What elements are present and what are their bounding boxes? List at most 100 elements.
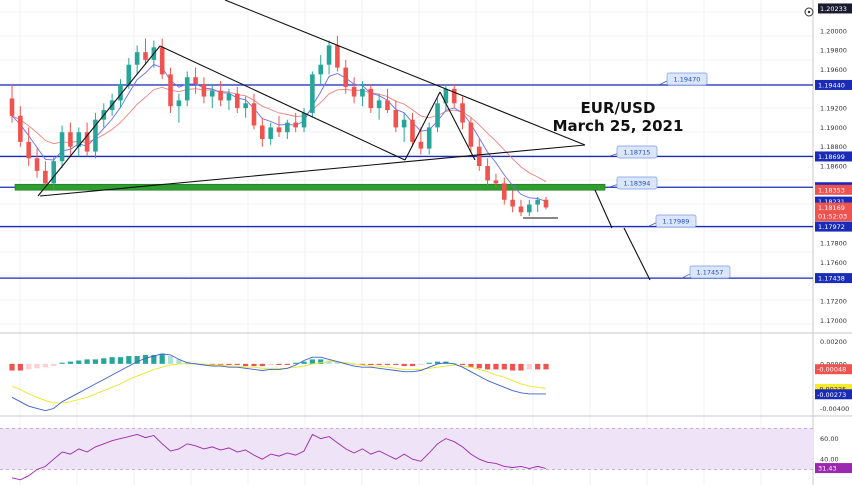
candle-body [218, 90, 223, 101]
candle-body [351, 86, 357, 97]
candle-body [176, 100, 182, 107]
price-axis-label: 1.18231 [818, 198, 845, 206]
candle-body [285, 122, 290, 133]
macd-histogram-bar [301, 361, 307, 364]
candle-body [426, 127, 432, 149]
candle-body [451, 88, 457, 104]
candle-body [184, 77, 190, 101]
price-axis-label: 1.18169 [818, 204, 845, 212]
macd-histogram-bar [284, 363, 290, 365]
macd-histogram-bar [101, 358, 107, 364]
level-axis-label: 1.19440 [818, 81, 845, 89]
candle-body [76, 132, 82, 147]
macd-tick-label: -0.00400 [820, 405, 849, 413]
price-axis-tag [815, 196, 852, 207]
macd-histogram-bar [476, 363, 482, 369]
candle-body [393, 110, 399, 128]
price-tick-label: 1.18800 [820, 143, 847, 151]
level-callout [666, 72, 708, 86]
candle-body [326, 45, 332, 65]
price-axis-tag [815, 202, 852, 213]
trend-line [439, 91, 476, 161]
trend-line [404, 91, 441, 161]
rsi-axis-tag [815, 463, 852, 474]
macd-histogram-bar [359, 363, 366, 365]
price-tick-label: 1.20233 [820, 5, 847, 13]
candle-body [360, 88, 365, 97]
candle-body [468, 122, 474, 147]
candle-body [134, 52, 140, 65]
candle-body [209, 90, 215, 97]
level-callout [616, 145, 658, 159]
candle-body [443, 88, 449, 104]
price-axis-label: 1.18353 [818, 186, 845, 194]
candle-body [26, 141, 31, 159]
macd-histogram-bar [134, 356, 140, 364]
macd-histogram-bar [92, 359, 99, 364]
level-axis-tag [815, 151, 852, 162]
macd-histogram-bar [518, 363, 524, 371]
candle-body [510, 199, 515, 207]
macd-histogram-bar [334, 361, 341, 364]
macd-histogram-bar [376, 363, 382, 365]
rsi-pane [0, 427, 813, 481]
macd-axis-label: -0.00048 [817, 366, 846, 374]
macd-histogram-bar [217, 363, 224, 365]
rsi-line [11, 433, 547, 481]
candle-body [34, 158, 40, 171]
macd-axis-tag [815, 383, 852, 394]
rsi-band [0, 428, 813, 470]
level-callout [616, 176, 658, 190]
candle-body [18, 115, 23, 142]
macd-histogram-bar [459, 363, 466, 365]
level-axis-label: 1.18699 [818, 153, 845, 161]
macd-axis-tag [815, 389, 852, 400]
level-axis-tag [815, 221, 852, 232]
candle-body [310, 74, 315, 113]
macd-histogram-bar [243, 363, 249, 367]
candle-body [260, 125, 265, 139]
candle-body [527, 204, 532, 213]
macd-histogram-bar [484, 363, 491, 370]
macd-histogram-bar [384, 363, 391, 365]
macd-histogram-bar [501, 363, 507, 370]
candle-body [293, 122, 298, 128]
macd-histogram-bar [535, 363, 541, 370]
macd-axis-label: -0.00273 [817, 391, 846, 399]
candle-body [401, 119, 407, 128]
rsi-axis-label: 31.43 [818, 465, 837, 473]
candle-body [234, 93, 240, 109]
price-pane [0, 35, 813, 279]
candle-body [385, 100, 390, 111]
macd-histogram-bar [276, 363, 282, 365]
candle-body [543, 199, 549, 208]
ema-slow-line [11, 86, 547, 183]
candle-body [335, 45, 340, 68]
trend-line [594, 189, 613, 229]
macd-line [11, 353, 546, 412]
price-tick-label: 1.17000 [820, 317, 847, 325]
candle-body [243, 103, 248, 109]
macd-histogram-bar [326, 360, 332, 364]
macd-histogram-bar [142, 354, 149, 364]
candle-body [159, 47, 165, 75]
level-callout-label: 1.18715 [624, 149, 651, 157]
trend-line [39, 144, 586, 197]
macd-histogram-bar [293, 362, 299, 364]
price-tick-label: 1.20000 [820, 27, 847, 35]
last-price-tag [818, 3, 852, 14]
annotations: 1.19470 1.18715 1.18394 1.17989 1.17457 [37, 0, 731, 281]
macd-histogram-bar [409, 363, 416, 367]
trend-line [37, 45, 161, 197]
trend-line [623, 227, 651, 281]
candle-body [118, 84, 123, 101]
macd-histogram-bar [418, 363, 424, 365]
level-callout-label: 1.17457 [697, 269, 724, 277]
macd-histogram-bar [126, 356, 132, 364]
macd-histogram-bar [226, 363, 232, 365]
candle-body [9, 98, 15, 116]
candle-body [168, 74, 173, 107]
price-tick-label: 1.19000 [820, 124, 847, 132]
target-icon-dot [807, 10, 811, 14]
macd-tick-label: 0.00200 [820, 338, 847, 346]
